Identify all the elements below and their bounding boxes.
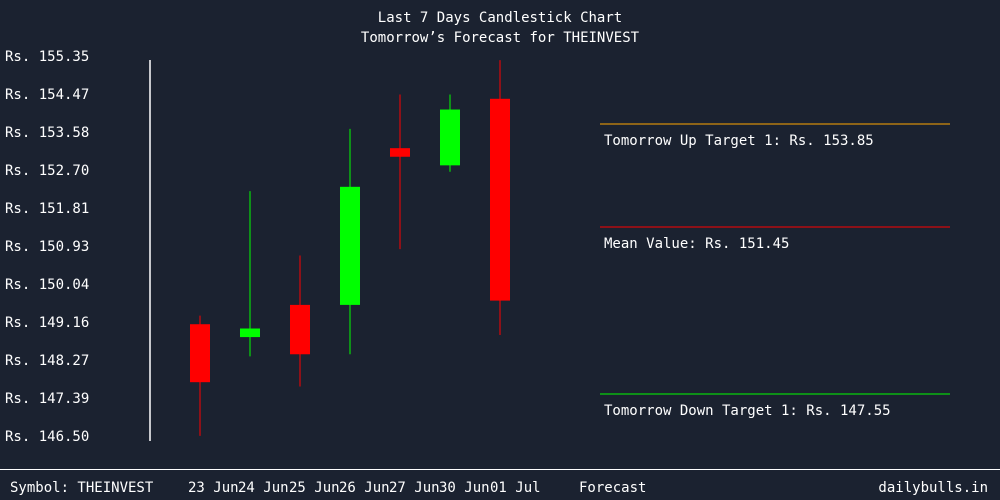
footer-divider [0,469,1000,470]
candle-body [190,324,210,383]
x-tick-label: 30 Jun [439,480,490,496]
forecast-label: Forecast [579,480,647,496]
y-tick-label: Rs. 147.39 [5,390,90,407]
x-tick-label: 26 Jun [339,480,390,496]
y-tick-label: Rs. 151.81 [5,201,90,217]
x-tick-label: 01 Jul [490,480,541,496]
y-tick-label: Rs. 152.70 [5,162,90,179]
symbol-label: Symbol: THEINVEST [10,480,154,496]
chart-title: Last 7 Days Candlestick Chart [377,10,623,26]
brand-label: dailybulls.in [878,480,988,496]
candle-body [340,186,360,305]
x-tick-label: 24 Jun [238,480,289,496]
y-tick-label: Rs. 150.04 [5,277,90,293]
candle-body [490,98,510,301]
y-tick-label: Rs. 153.58 [5,125,90,141]
chart-subtitle: Tomorrow’s Forecast for THEINVEST [360,30,640,46]
x-tick-label: 27 Jun [389,480,440,496]
y-tick-label: Rs. 148.27 [5,353,90,369]
candles-group [190,60,510,436]
up-target-label: Tomorrow Up Target 1: Rs. 153.85 [604,133,874,149]
y-tick-label: Rs. 154.47 [5,86,90,103]
y-tick-label: Rs. 146.50 [5,429,90,445]
candle-body [240,328,260,338]
candle-body [390,148,410,157]
y-tick-label: Rs. 150.93 [5,238,90,255]
forecast-lines [600,123,950,395]
candle-body [290,304,310,355]
y-tick-label: Rs. 155.35 [5,49,90,65]
x-tick-label: 23 Jun [188,480,239,496]
mean-value-label: Mean Value: Rs. 151.45 [604,236,790,252]
candle-body [440,109,460,166]
x-tick-label: 25 Jun [289,480,340,496]
down-target-label: Tomorrow Down Target 1: Rs. 147.55 [604,403,891,419]
y-tick-label: Rs. 149.16 [5,314,90,331]
